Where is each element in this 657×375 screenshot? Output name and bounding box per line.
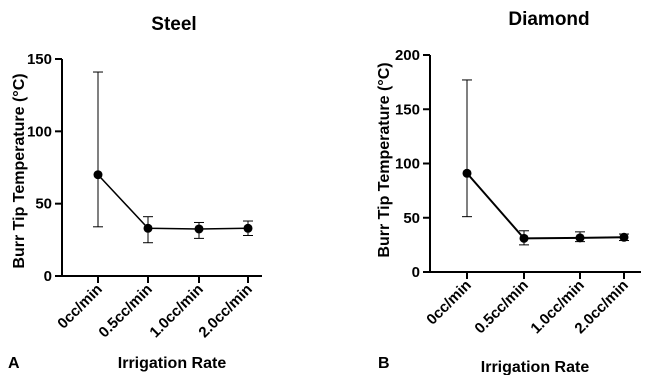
- x-tick-label: 0cc/min: [423, 277, 475, 329]
- plot-area: 0501001500cc/min0.5cc/min1.0cc/min2.0cc/…: [27, 51, 262, 341]
- chart-title: Steel: [151, 14, 196, 35]
- panel-letter: A: [8, 355, 20, 372]
- series-line: [97, 174, 249, 230]
- y-tick-label: 0: [44, 268, 52, 285]
- data-point: [519, 233, 529, 243]
- y-axis-title: Burr Tip Temperature (°C): [376, 62, 393, 257]
- y-tick-label: 100: [27, 123, 52, 140]
- panel-b: Diamond Burr Tip Temperature (°C) Irriga…: [376, 9, 641, 375]
- panel-letter: B: [378, 355, 390, 372]
- y-tick-label: 200: [395, 47, 420, 64]
- x-axis-title: Irrigation Rate: [118, 355, 227, 372]
- data-point: [619, 232, 629, 242]
- y-tick-label: 0: [412, 264, 420, 281]
- y-tick-label: 50: [35, 196, 52, 213]
- x-tick-label: 0cc/min: [54, 281, 106, 333]
- data-point: [243, 223, 253, 233]
- data-point: [143, 223, 153, 233]
- series-line: [466, 172, 625, 240]
- panel-a: Steel Burr Tip Temperature (°C) Irrigati…: [8, 14, 262, 372]
- data-point: [194, 224, 204, 234]
- data-point: [462, 168, 472, 178]
- data-point: [575, 233, 585, 243]
- plot-area: 0501001502000cc/min0.5cc/min1.0cc/min2.0…: [395, 47, 641, 337]
- x-tick-label: 0.5cc/min: [471, 277, 531, 337]
- y-axis-title: Burr Tip Temperature (°C): [11, 73, 28, 268]
- y-tick-label: 50: [403, 210, 420, 227]
- y-tick-label: 150: [395, 101, 420, 118]
- data-point: [93, 170, 103, 180]
- x-tick-label: 2.0cc/min: [195, 281, 255, 341]
- x-axis-title: Irrigation Rate: [481, 359, 590, 375]
- y-tick-label: 100: [395, 156, 420, 173]
- x-tick-label: 0.5cc/min: [95, 281, 155, 341]
- y-tick-label: 150: [27, 51, 52, 68]
- chart-title: Diamond: [508, 9, 589, 30]
